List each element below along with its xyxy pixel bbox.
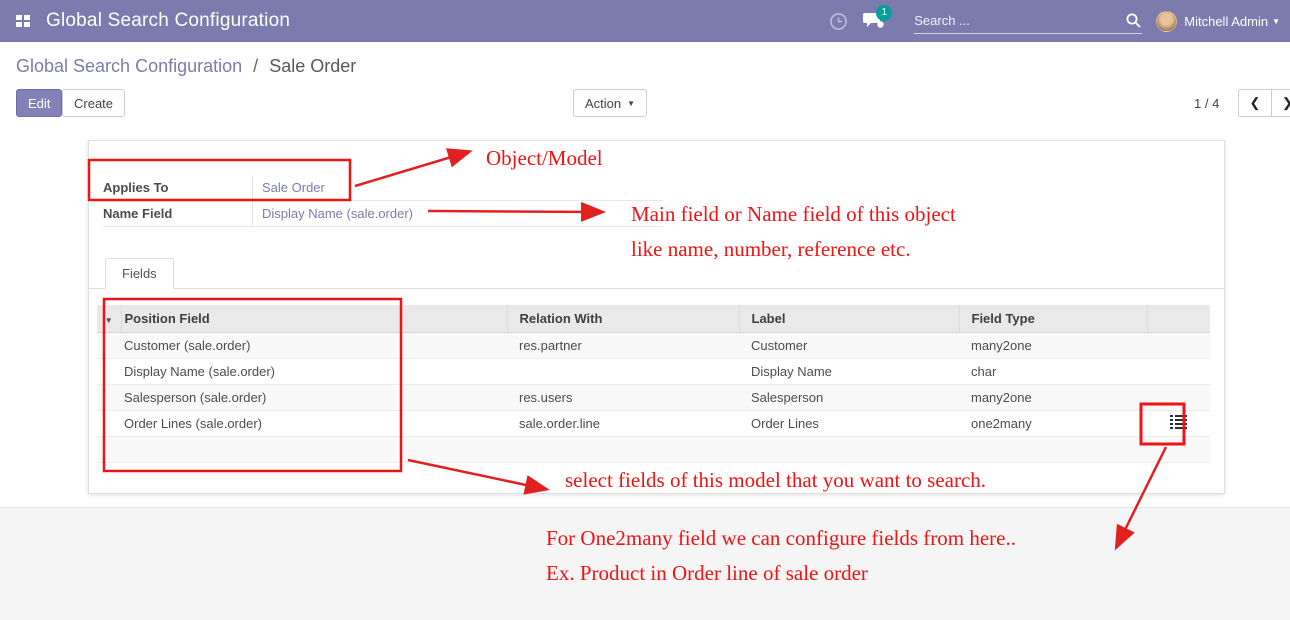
name-field-label: Name Field [103,201,253,226]
sort-caret-cell[interactable]: ▼ [97,305,122,333]
applies-to-value[interactable]: Sale Order [262,180,325,195]
applies-to-row: Applies To Sale Order [103,175,663,201]
form-sheet: Applies To Sale Order Name Field Display… [88,140,1225,494]
cell-label[interactable]: Order Lines [739,410,959,437]
top-navbar: Global Search Configuration 1 [0,0,1290,42]
tab-fields[interactable]: Fields [105,258,174,289]
cell-label[interactable]: Display Name [739,358,959,385]
user-menu[interactable]: Mitchell Admin ▼ [1156,10,1280,32]
create-button[interactable]: Create [62,89,126,117]
cell-relation-with[interactable] [507,358,739,385]
table-row[interactable]: Customer (sale.order) res.partner Custom… [97,332,1210,359]
chevron-right-icon: ❯ [1282,95,1290,111]
cell-field-type[interactable]: one2many [959,410,1147,437]
notebook-tab-bar: Fields [89,258,1224,289]
configure-subfields-list-icon[interactable] [1170,414,1187,429]
cell-position-field[interactable]: Salesperson (sale.order) [121,384,507,411]
action-label: Action [585,95,622,111]
search-icon[interactable] [1125,12,1142,29]
sort-caret-icon: ▼ [104,315,113,325]
breadcrumb-parent-link[interactable]: Global Search Configuration [16,56,243,76]
breadcrumb-current: Sale Order [269,56,357,76]
fields-table-body: Customer (sale.order) res.partner Custom… [97,332,1210,463]
activities-clock-icon[interactable] [820,0,856,42]
app-title: Global Search Configuration [46,10,291,31]
cell-relation-with[interactable]: sale.order.line [507,410,739,437]
fields-table-header-row: ▼ Position Field Relation With Label Fie… [97,305,1210,333]
pager-previous-button[interactable]: ❮ [1238,89,1271,117]
cell-position-field[interactable]: Customer (sale.order) [121,332,507,359]
column-header-relation-with[interactable]: Relation With [507,305,740,333]
global-search [914,8,1143,34]
column-header-field-type[interactable]: Field Type [959,305,1148,333]
cell-label[interactable]: Customer [739,332,959,359]
messages-icon[interactable]: 1 [856,0,893,42]
cell-position-field[interactable]: Order Lines (sale.order) [121,410,507,437]
name-field-row: Name Field Display Name (sale.order) [103,201,663,227]
chevron-left-icon: ❮ [1249,95,1261,110]
user-avatar [1156,10,1178,32]
table-row[interactable]: Salesperson (sale.order) res.users Sales… [97,384,1210,411]
pager-next-button[interactable]: ❯ [1271,89,1290,117]
edit-button[interactable]: Edit [16,89,63,117]
cell-position-field[interactable]: Display Name (sale.order) [121,358,507,385]
applies-to-label: Applies To [103,175,253,200]
pager: ❮ ❯ [1238,89,1290,117]
grid-icon [15,14,30,27]
cell-field-type[interactable]: many2one [959,384,1147,411]
fields-table: ▼ Position Field Relation With Label Fie… [97,305,1210,463]
bottom-band [0,507,1290,620]
cell-relation-with[interactable]: res.users [507,384,739,411]
breadcrumb-separator: / [253,56,259,76]
name-field-value[interactable]: Display Name (sale.order) [262,206,413,221]
user-caret-icon: ▼ [1272,16,1280,26]
table-row[interactable]: Display Name (sale.order) Display Name c… [97,358,1210,385]
empty-row[interactable] [97,436,1210,463]
message-count-badge: 1 [876,5,893,21]
action-caret-icon: ▼ [627,98,636,108]
column-header-label[interactable]: Label [739,305,960,333]
pager-count: 1 / 4 [1194,96,1220,111]
table-row[interactable]: Order Lines (sale.order) sale.order.line… [97,410,1210,437]
user-name: Mitchell Admin [1184,13,1269,29]
cell-field-type[interactable]: char [959,358,1147,385]
action-dropdown-button[interactable]: Action ▼ [573,89,648,117]
apps-menu-icon[interactable] [0,0,46,42]
topbar-right-zone: 1 Mitchell Admin ▼ [820,0,1290,42]
cell-field-type[interactable]: many2one [959,332,1147,359]
form-group: Applies To Sale Order Name Field Display… [103,175,663,227]
search-input[interactable] [914,13,1126,28]
cell-relation-with[interactable]: res.partner [507,332,739,359]
column-header-actions [1147,305,1210,333]
cell-label[interactable]: Salesperson [739,384,959,411]
breadcrumb: Global Search Configuration / Sale Order [16,56,356,77]
column-header-position-field[interactable]: Position Field [121,305,508,333]
